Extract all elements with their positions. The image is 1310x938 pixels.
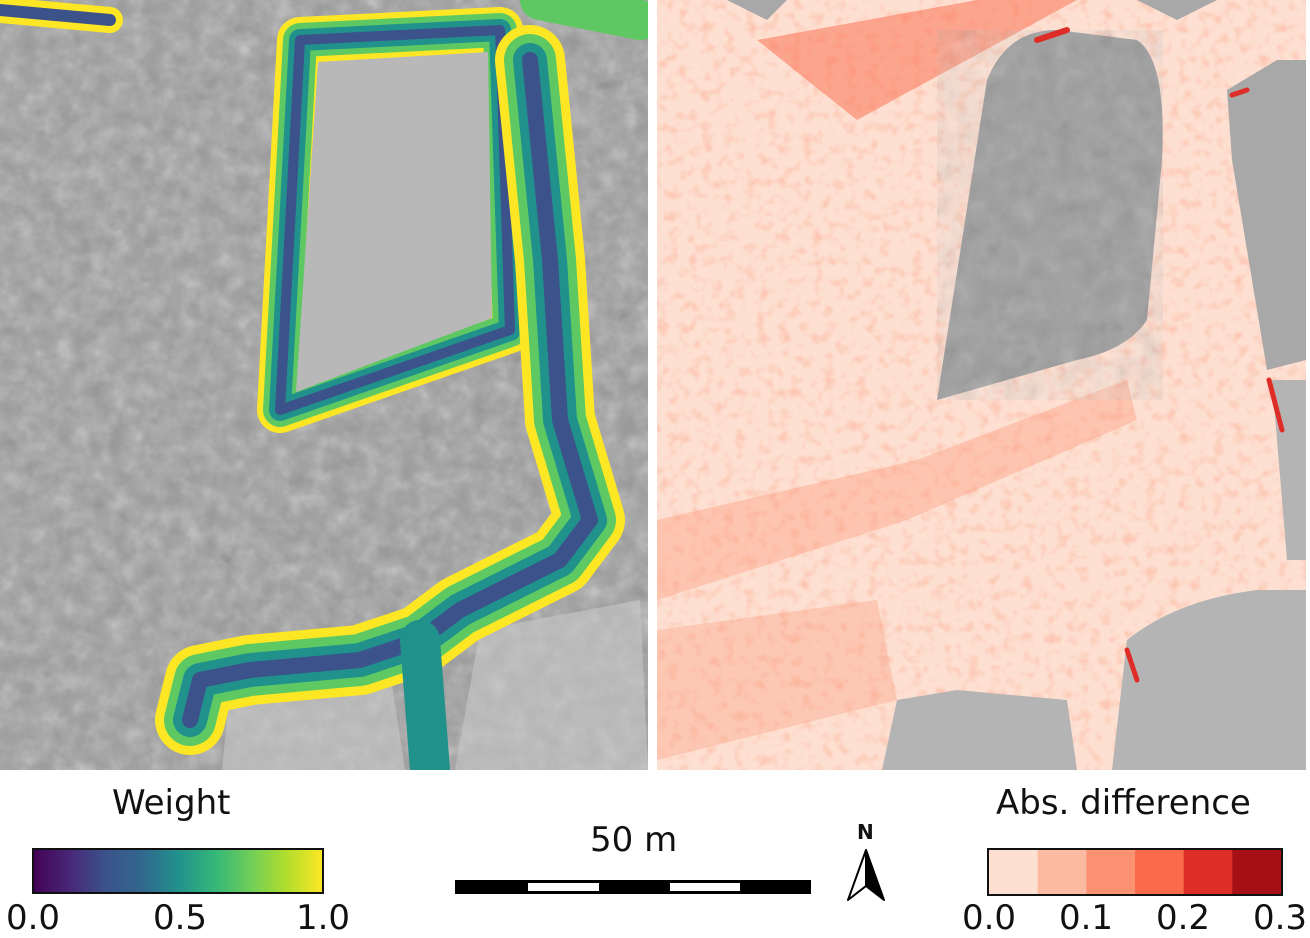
difference-class-swatch: [989, 850, 1039, 894]
difference-colorbar: [987, 848, 1283, 896]
north-arrow-icon: [847, 849, 885, 901]
weight-buffer: [0, 0, 648, 770]
difference-edges: [1034, 27, 1285, 683]
difference-patch-north: [757, 0, 1077, 120]
difference-class-swatch: [1183, 850, 1233, 894]
difference-patch-band: [657, 380, 1137, 600]
scale-bar: [455, 880, 811, 894]
weight-map: [0, 0, 648, 770]
field-southeast: [455, 600, 648, 770]
difference-legend-title: Abs. difference: [996, 783, 1251, 823]
weight-tick-0: 0.0: [5, 898, 61, 938]
weight-legend-title: Weight: [112, 783, 231, 823]
weight-tick-1: 0.5: [152, 898, 208, 938]
difference-tick-0: 0.0: [961, 898, 1017, 938]
scale-bar-label: 50 m: [590, 820, 678, 860]
weight-colorbar: [32, 848, 324, 894]
difference-map-panel: [657, 0, 1306, 770]
difference-tick-2: 0.2: [1155, 898, 1211, 938]
difference-tick-3: 0.3: [1252, 898, 1308, 938]
difference-map: [657, 0, 1306, 770]
difference-class-swatch: [1037, 850, 1087, 894]
difference-patch-south: [657, 600, 897, 760]
difference-class-swatch: [1232, 850, 1282, 894]
difference-colorbar-border: [987, 848, 1283, 896]
masked-areas: [727, 0, 1306, 770]
difference-class-swatch: [1086, 850, 1136, 894]
field-interior: [296, 52, 492, 392]
difference-tick-1: 0.1: [1058, 898, 1114, 938]
difference-class-swatch: [1135, 850, 1185, 894]
north-arrow-label: N: [857, 820, 874, 844]
weight-map-panel: [0, 0, 648, 770]
weight-tick-2: 1.0: [295, 898, 351, 938]
